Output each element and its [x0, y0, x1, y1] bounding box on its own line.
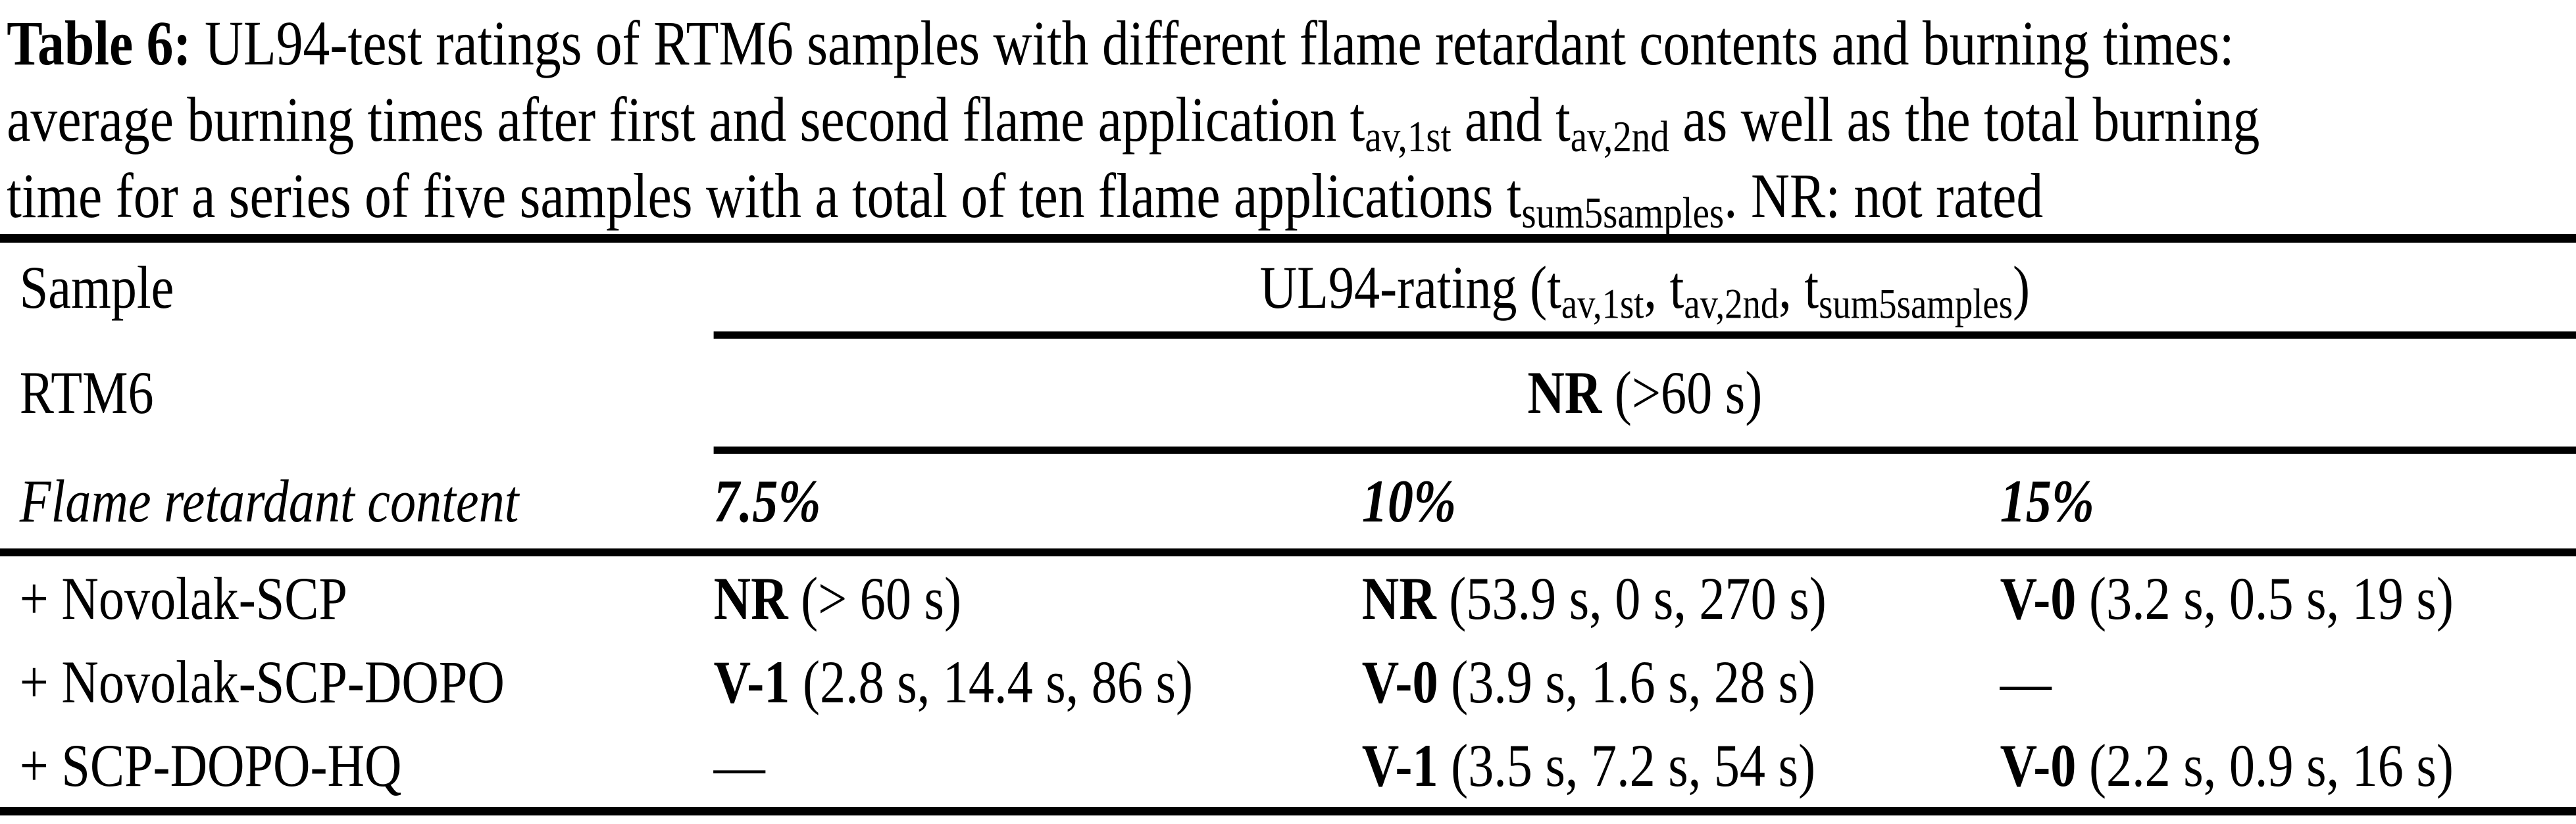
rating-value: NR	[713, 564, 788, 632]
ul94-rating-header-cell: UL94-rating (tav,1st, tav,2nd, tsum5samp…	[714, 253, 2576, 325]
rating-cell: V-0 (2.2 s, 0.9 s, 16 s)	[2000, 731, 2576, 800]
rating-cell: V-0 (3.2 s, 0.5 s, 19 s)	[2000, 564, 2576, 633]
caption-text: average burning times after first and se…	[7, 84, 1365, 155]
table-header-row: Sample UL94-rating (tav,1st, tav,2nd, ts…	[0, 243, 2576, 331]
caption-line-2: average burning times after first and se…	[7, 82, 2576, 158]
ul94-header-text: )	[2013, 253, 2031, 321]
table-row-scp-dopo-hq: + SCP-DOPO-HQ — V-1 (3.5 s, 7.2 s, 54 s)…	[0, 723, 2576, 807]
rating-cell: V-1 (3.5 s, 7.2 s, 54 s)	[1362, 731, 2000, 800]
rating-detail: (3.9 s, 1.6 s, 28 s)	[1438, 648, 1816, 715]
ul94-header-text: , t	[1644, 253, 1684, 321]
content-header-row: Flame retardant content 7.5% 10% 15%	[0, 454, 2576, 548]
caption-text: time for a series of five samples with a…	[7, 160, 1522, 231]
rtm6-rating-cell: NR (>60 s)	[714, 358, 2576, 427]
ul94-subscript-sum5samples: sum5samples	[1819, 279, 2013, 327]
caption-table-number: Table 6:	[7, 8, 191, 78]
rating-detail: —	[713, 731, 765, 799]
caption-text: as well as the total burning	[1669, 84, 2260, 155]
rating-detail: (> 60 s)	[788, 564, 962, 632]
rating-detail: (>60 s)	[1602, 359, 1763, 426]
caption-line-3: time for a series of five samples with a…	[7, 158, 2576, 238]
rating-value: NR	[1527, 359, 1602, 426]
caption-subscript-av2nd: av,2nd	[1570, 112, 1669, 162]
rating-cell: —	[2000, 647, 2576, 717]
rating-value: V-0	[2000, 731, 2077, 799]
ul94-subscript-av1st: av,1st	[1561, 279, 1644, 327]
table-caption: Table 6: UL94-test ratings of RTM6 sampl…	[0, 0, 2576, 238]
caption-subscript-av1st: av,1st	[1365, 112, 1452, 162]
ul94-header-text: , t	[1779, 253, 1819, 321]
table-row-novolak-scp-dopo: + Novolak-SCP-DOPO V-1 (2.8 s, 14.4 s, 8…	[0, 640, 2576, 723]
ul94-subscript-av2nd: av,2nd	[1684, 279, 1779, 327]
rating-value: V-0	[2000, 564, 2077, 632]
rating-cell: NR (> 60 s)	[714, 564, 1362, 633]
ul94-header-underline	[713, 331, 2576, 339]
table-top-rule	[0, 234, 2576, 243]
rating-detail: —	[2000, 648, 2052, 715]
table-row-novolak-scp: + Novolak-SCP NR (> 60 s) NR (53.9 s, 0 …	[0, 556, 2576, 640]
content-column-7-5: 7.5%	[713, 468, 821, 535]
caption-subscript-sum5samples: sum5samples	[1521, 188, 1725, 238]
rtm6-row-underline	[713, 447, 2576, 454]
caption-text: . NR: not rated	[1724, 160, 2044, 231]
rating-detail: (53.9 s, 0 s, 270 s)	[1436, 564, 1827, 632]
rating-cell: —	[714, 731, 1362, 800]
rating-detail: (2.8 s, 14.4 s, 86 s)	[790, 648, 1193, 715]
rating-cell: V-1 (2.8 s, 14.4 s, 86 s)	[714, 647, 1362, 717]
rating-cell: V-0 (3.9 s, 1.6 s, 28 s)	[1362, 647, 2000, 717]
content-header-label-cell: Flame retardant content	[19, 468, 519, 535]
rating-value: V-1	[1361, 731, 1438, 799]
caption-text: UL94-test ratings of RTM6 samples with d…	[191, 8, 2235, 78]
row-label-cell: + SCP-DOPO-HQ	[19, 731, 402, 799]
row-label-cell: + Novolak-SCP	[19, 564, 347, 632]
row-label-cell: + Novolak-SCP-DOPO	[19, 648, 505, 715]
content-column-10: 10%	[1361, 468, 1457, 535]
content-header-rule	[0, 548, 2576, 556]
rating-value: NR	[1361, 564, 1436, 632]
table-bottom-rule	[0, 807, 2576, 815]
rtm6-label-cell: RTM6	[19, 359, 154, 426]
sample-header-cell: Sample	[19, 253, 174, 321]
caption-line-1: Table 6: UL94-test ratings of RTM6 sampl…	[7, 5, 2576, 82]
rating-detail: (3.5 s, 7.2 s, 54 s)	[1438, 731, 1816, 799]
caption-text: and t	[1451, 84, 1571, 155]
ul94-header-text: UL94-rating (t	[1259, 253, 1561, 321]
rating-cell: NR (53.9 s, 0 s, 270 s)	[1362, 564, 2000, 633]
content-column-15: 15%	[2000, 468, 2094, 535]
rating-detail: (2.2 s, 0.9 s, 16 s)	[2076, 731, 2454, 799]
rating-value: V-0	[1361, 648, 1438, 715]
rating-value: V-1	[713, 648, 790, 715]
rating-detail: (3.2 s, 0.5 s, 19 s)	[2076, 564, 2454, 632]
rtm6-row: RTM6 NR (>60 s)	[0, 339, 2576, 447]
